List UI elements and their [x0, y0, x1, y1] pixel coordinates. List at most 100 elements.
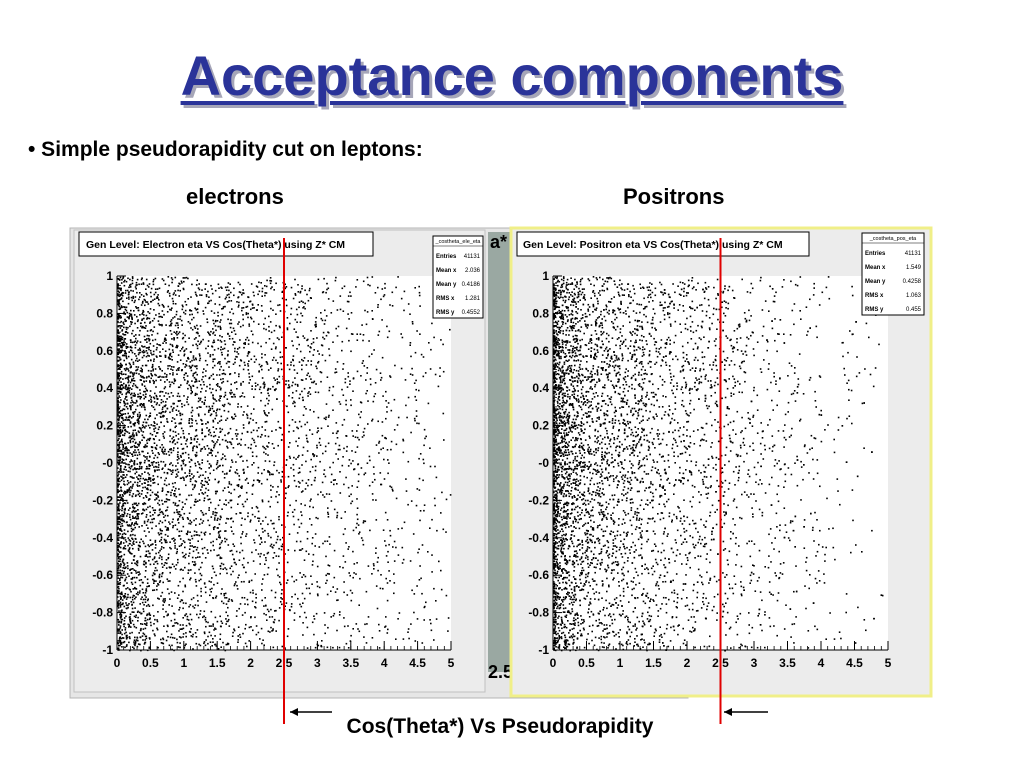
scatter-point: [365, 323, 368, 326]
scatter-point: [130, 459, 132, 461]
scatter-point: [182, 617, 184, 619]
scatter-point: [122, 585, 125, 587]
scatter-point: [120, 614, 123, 616]
scatter-point: [124, 320, 127, 323]
scatter-point: [135, 516, 137, 518]
scatter-point: [122, 477, 124, 480]
scatter-point: [118, 463, 120, 465]
scatter-point: [211, 454, 213, 457]
scatter-point: [153, 557, 156, 560]
scatter-point: [158, 522, 160, 525]
scatter-point: [176, 373, 178, 375]
scatter-point: [149, 394, 151, 397]
scatter-point: [267, 532, 269, 535]
scatter-point: [345, 327, 348, 330]
scatter-point: [187, 396, 189, 398]
scatter-point: [222, 378, 224, 380]
scatter-point: [287, 411, 290, 414]
scatter-point: [258, 371, 260, 373]
scatter-point: [177, 392, 180, 395]
scatter-point: [160, 399, 163, 401]
scatter-point: [158, 598, 160, 600]
scatter-point: [184, 340, 187, 343]
scatter-point: [214, 514, 216, 517]
scatter-point: [217, 532, 220, 534]
scatter-point: [425, 435, 427, 438]
scatter-point: [325, 574, 327, 577]
scatter-point: [200, 531, 203, 534]
scatter-point: [134, 472, 136, 475]
scatter-point: [117, 569, 119, 572]
scatter-point: [164, 355, 167, 357]
scatter-point: [218, 400, 221, 402]
scatter-point: [301, 368, 303, 371]
scatter-point: [251, 437, 254, 440]
scatter-point: [156, 628, 159, 631]
scatter-point: [182, 346, 184, 349]
scatter-point: [299, 603, 301, 606]
scatter-point: [135, 541, 138, 543]
scatter-point: [142, 486, 144, 489]
scatter-point: [441, 491, 443, 494]
scatter-point: [125, 393, 127, 395]
scatter-point: [237, 281, 240, 284]
scatter-point: [176, 330, 178, 333]
scatter-point: [176, 453, 179, 456]
scatter-point: [139, 396, 142, 398]
scatter-point: [179, 399, 182, 402]
scatter-point: [328, 565, 331, 567]
scatter-point: [162, 461, 165, 463]
scatter-point: [142, 375, 144, 378]
scatter-point: [161, 408, 164, 411]
scatter-point: [198, 493, 200, 495]
scatter-point: [214, 398, 216, 401]
scatter-point: [353, 468, 356, 470]
scatter-point: [123, 625, 125, 628]
scatter-point: [264, 448, 267, 450]
scatter-point: [242, 301, 245, 304]
scatter-point: [289, 504, 291, 507]
scatter-point: [187, 531, 189, 534]
scatter-point: [123, 368, 126, 370]
scatter-point: [124, 403, 127, 405]
scatter-point: [416, 422, 418, 425]
scatter-point: [219, 572, 221, 575]
scatter-point: [137, 353, 140, 356]
scatter-point: [153, 421, 155, 423]
scatter-point: [198, 443, 201, 446]
scatter-point: [179, 606, 181, 609]
scatter-point: [273, 377, 275, 379]
scatter-point: [281, 433, 284, 436]
scatter-point: [172, 374, 174, 376]
scatter-point: [242, 505, 245, 508]
scatter-point: [145, 380, 148, 382]
scatter-point: [318, 586, 321, 589]
scatter-point: [163, 425, 165, 427]
scatter-point: [132, 401, 134, 403]
scatter-point: [142, 450, 144, 453]
back-text-bottom: 2.5: [488, 662, 513, 682]
scatter-point: [276, 538, 279, 541]
scatter-point: [189, 466, 192, 468]
scatter-point: [328, 414, 330, 417]
scatter-point: [146, 618, 149, 621]
scatter-point: [309, 393, 312, 395]
scatter-point: [168, 521, 170, 523]
scatter-point: [132, 540, 135, 543]
scatter-point: [251, 304, 254, 306]
scatter-point: [193, 486, 196, 489]
scatter-point: [281, 598, 283, 600]
scatter-point: [171, 625, 174, 627]
scatter-point: [342, 368, 344, 370]
scatter-point: [350, 493, 352, 496]
scatter-point: [217, 466, 219, 468]
scatter-point: [386, 519, 389, 521]
scatter-point: [293, 619, 296, 621]
scatter-point: [322, 331, 325, 334]
scatter-point: [261, 364, 263, 367]
scatter-point: [130, 388, 133, 390]
scatter-point: [117, 343, 119, 346]
scatter-point: [130, 626, 132, 628]
scatter-point: [122, 474, 124, 476]
scatter-point: [124, 413, 127, 415]
